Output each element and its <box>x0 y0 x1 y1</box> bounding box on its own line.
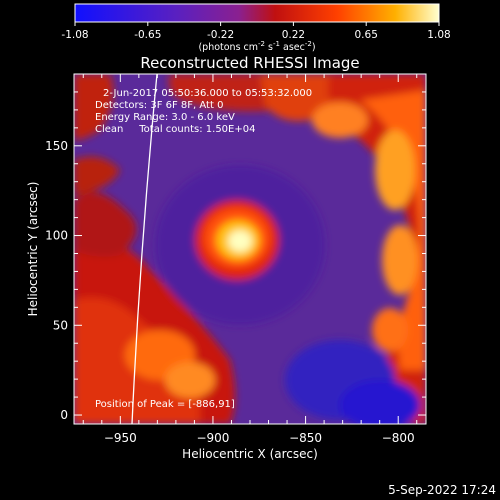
x-tick-label: −950 <box>104 431 137 445</box>
annotation-energy-range: Energy Range: 3.0 - 6.0 keV <box>95 112 235 123</box>
y-tick-label: 100 <box>45 229 68 243</box>
y-axis-ticks: 0 50 100 150 <box>45 91 426 422</box>
x-tick-label: −850 <box>289 431 322 445</box>
colorbar-tick-label: -1.08 <box>61 29 88 41</box>
x-tick-label: −800 <box>382 431 415 445</box>
x-tick-label: −900 <box>196 431 229 445</box>
colorbar-tick-marks <box>74 22 440 26</box>
x-axis-label: Heliocentric X (arcsec) <box>182 447 318 461</box>
colorbar-tick-label: -0.22 <box>207 29 234 41</box>
colorbar-tick-label: 1.08 <box>427 29 450 41</box>
colorbar-frame <box>74 3 440 23</box>
y-tick-label: 0 <box>60 408 68 422</box>
colorbar-tick-label: 0.22 <box>282 29 305 41</box>
footer-timestamp: 5-Sep-2022 17:24 <box>388 483 496 497</box>
colorbar-tick-labels: -1.08 -0.65 -0.22 0.22 0.65 1.08 <box>61 29 450 41</box>
annotation-detectors: Detectors: 3F 6F 8F, Att 0 <box>95 100 223 111</box>
chart-title: Reconstructed RHESSI Image <box>140 54 359 72</box>
y-tick-label: 150 <box>45 139 68 153</box>
annotation-peak-position: Position of Peak = [-886,91] <box>95 399 235 410</box>
solar-limb-line <box>131 74 158 424</box>
y-axis-label: Heliocentric Y (arcsec) <box>26 182 40 317</box>
annotation-time-range: 2-Jun-2017 05:50:36.000 to 05:53:32.000 <box>103 88 312 99</box>
colorbar-tick-label: 0.65 <box>355 29 378 41</box>
colorbar-tick-label: -0.65 <box>134 29 161 41</box>
colorbar-units: (photons cm-2 s-1 asec-2) <box>198 40 315 53</box>
y-tick-label: 50 <box>53 318 68 332</box>
x-axis-ticks: −950 −900 −850 −800 <box>82 74 418 445</box>
heatmap-image <box>74 74 426 424</box>
annotation-clean-counts: Clean Total counts: 1.50E+04 <box>95 124 255 135</box>
colorbar <box>75 4 439 22</box>
